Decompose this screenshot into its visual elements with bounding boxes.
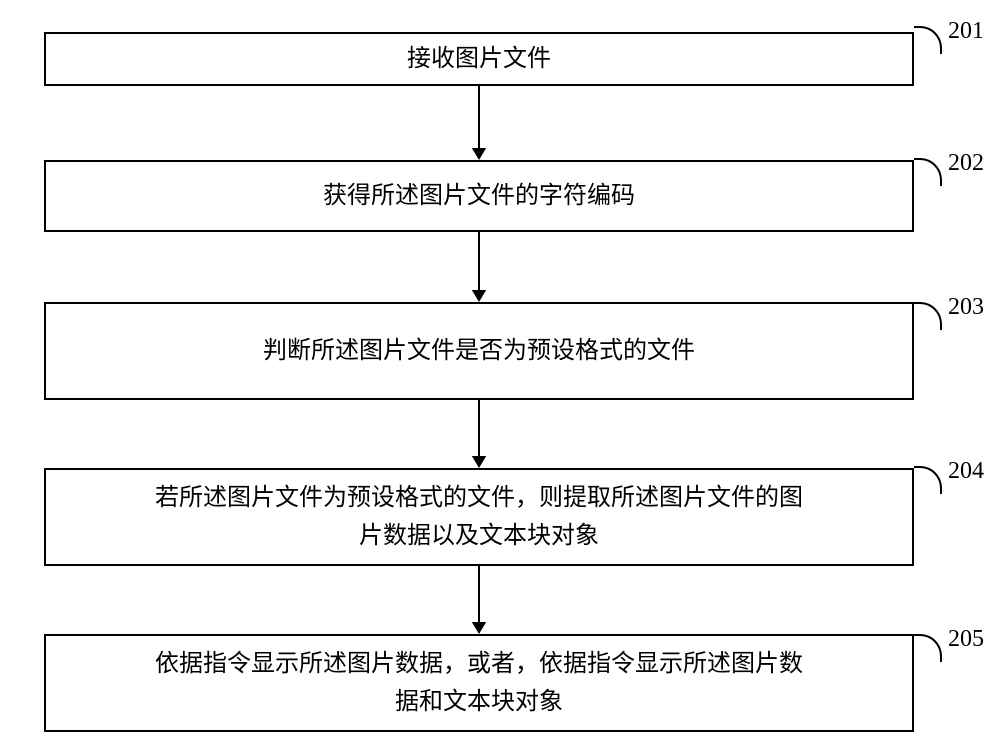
arrow-n4-n5 — [469, 566, 489, 634]
step-label-204: 204 — [948, 458, 984, 485]
callout-curve — [914, 158, 942, 186]
callout-curve — [914, 634, 942, 662]
callout-curve — [914, 466, 942, 494]
callout-curve — [914, 26, 942, 54]
step-label-205: 205 — [948, 626, 984, 653]
flow-node-n4: 若所述图片文件为预设格式的文件，则提取所述图片文件的图片数据以及文本块对象 — [44, 468, 914, 566]
flowchart-canvas: 接收图片文件 201 获得所述图片文件的字符编码 202 判断所述图片文件是否为预设格式… — [0, 0, 1000, 755]
step-label-201: 201 — [948, 18, 984, 45]
arrow-n1-n2 — [469, 86, 489, 160]
flow-node-text: 接收图片文件 — [407, 40, 551, 78]
flow-node-text: 依据指令显示所述图片数据，或者，依据指令显示所述图片数据和文本块对象 — [155, 645, 803, 722]
flow-node-n2: 获得所述图片文件的字符编码 — [44, 160, 914, 232]
callout-curve — [914, 302, 942, 330]
flow-node-text: 判断所述图片文件是否为预设格式的文件 — [263, 332, 695, 370]
step-label-202: 202 — [948, 150, 984, 177]
arrow-n2-n3 — [469, 232, 489, 302]
flow-node-text: 获得所述图片文件的字符编码 — [323, 177, 635, 215]
flow-node-text: 若所述图片文件为预设格式的文件，则提取所述图片文件的图片数据以及文本块对象 — [155, 479, 803, 556]
flow-node-n3: 判断所述图片文件是否为预设格式的文件 — [44, 302, 914, 400]
flow-node-n1: 接收图片文件 — [44, 32, 914, 86]
arrow-n3-n4 — [469, 400, 489, 468]
step-label-203: 203 — [948, 294, 984, 321]
flow-node-n5: 依据指令显示所述图片数据，或者，依据指令显示所述图片数据和文本块对象 — [44, 634, 914, 732]
